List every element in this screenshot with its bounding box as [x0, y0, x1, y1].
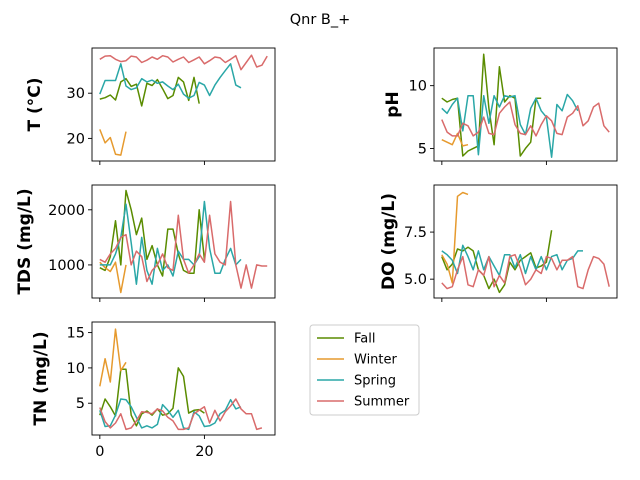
series-line-fall: [441, 53, 542, 157]
subplot-2: 5 10 pH: [383, 47, 618, 165]
subplot-1: 20 30 T (°C): [25, 47, 276, 165]
legend: Fall Winter Spring Summer: [309, 324, 420, 416]
legend-label-summer: Summer: [354, 395, 410, 410]
series-line-winter: [441, 191, 469, 284]
y-axis-label: TN (mg/L): [31, 331, 51, 425]
series-line-winter: [441, 132, 469, 147]
series-line-winter: [99, 328, 127, 387]
legend-label-fall: Fall: [354, 332, 375, 347]
y-tick-label: 5.0: [404, 272, 427, 288]
axes-frame: [433, 184, 618, 299]
legend-frame: [309, 324, 420, 416]
y-axis-label: T (°C): [25, 77, 45, 131]
series-line-summer: [99, 54, 268, 71]
series-line-fall: [441, 230, 553, 294]
series-line-fall: [99, 367, 205, 427]
subplot-5: 5 10 15 0 20 TN (mg/L): [31, 321, 276, 460]
series-line-spring: [441, 244, 583, 277]
figure-title: Qnr B_+: [290, 12, 351, 28]
series-line-summer: [441, 101, 610, 137]
series-line-fall: [99, 76, 200, 107]
y-axis-label: pH: [383, 91, 403, 117]
y-axis-label: TDS (mg/L): [15, 188, 35, 294]
y-tick-label: 5: [418, 141, 427, 157]
x-tick-label: 0: [95, 444, 104, 460]
axes-frame: [91, 321, 276, 436]
y-tick-label: 5: [76, 396, 85, 412]
series-line-fall: [99, 189, 206, 277]
series-line-spring: [99, 63, 242, 99]
series-line-spring: [99, 200, 242, 285]
series-line-summer: [441, 253, 610, 290]
series-line-spring: [99, 398, 242, 431]
y-tick-label: 1000: [48, 258, 85, 274]
subplot-4: 5.0 7.5 DO (mg/L): [379, 184, 618, 302]
series-line-spring: [441, 93, 579, 158]
legend-label-winter: Winter: [354, 353, 398, 368]
series-line-summer: [99, 200, 268, 289]
series-line-winter: [99, 261, 127, 294]
legend-label-spring: Spring: [354, 374, 396, 389]
y-axis-label: DO (mg/L): [379, 193, 399, 290]
y-tick-label: 7.5: [404, 225, 427, 241]
axes-frame: [91, 184, 276, 299]
y-tick-label: 30: [67, 86, 85, 102]
y-tick-label: 20: [67, 131, 85, 147]
y-tick-label: 10: [67, 361, 85, 377]
y-tick-label: 15: [67, 326, 85, 342]
series-line-winter: [99, 129, 127, 156]
series-line-summer: [99, 398, 263, 431]
subplot-3: 1000 2000 TDS (mg/L): [15, 184, 276, 302]
axes-frame: [433, 47, 618, 162]
y-tick-label: 10: [409, 79, 427, 95]
subplot-grid: 20 30 T (°C) 5 10 pH 1000 2000 TDS (mg/L) 5.0 7.5 D…: [15, 47, 618, 460]
axes-frame: [91, 47, 276, 162]
x-tick-label: 20: [195, 444, 213, 460]
y-tick-label: 2000: [48, 203, 85, 219]
